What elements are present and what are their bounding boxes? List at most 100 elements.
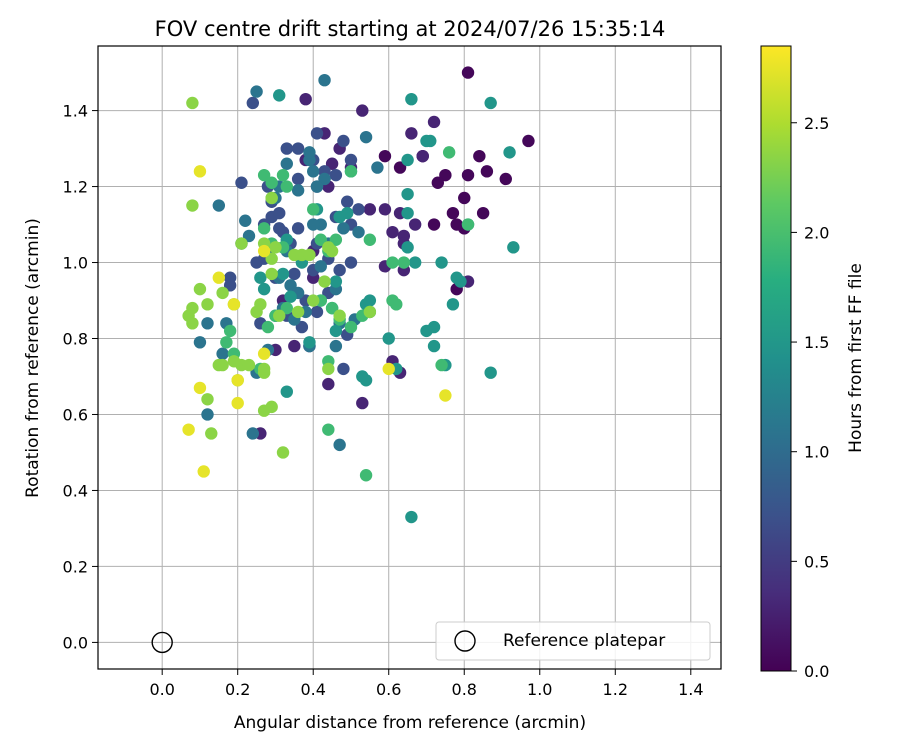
x-tick-label: 0.8 <box>452 680 477 699</box>
data-point <box>257 347 271 360</box>
data-point <box>424 134 437 148</box>
data-point <box>193 282 207 296</box>
data-point <box>242 358 256 372</box>
data-point <box>405 127 418 140</box>
data-point <box>442 146 456 159</box>
data-point <box>205 427 218 440</box>
data-point <box>273 89 286 102</box>
x-tick-label: 0.0 <box>149 680 174 699</box>
x-tick-label: 0.6 <box>376 680 401 699</box>
y-tick-label: 1.4 <box>63 102 88 121</box>
data-point <box>186 301 199 315</box>
data-point <box>291 305 305 319</box>
data-point <box>291 172 305 186</box>
data-point <box>273 222 286 235</box>
data-point <box>473 149 486 163</box>
data-point <box>216 286 229 300</box>
data-point <box>201 317 214 330</box>
data-point <box>397 256 411 269</box>
data-point <box>250 256 263 269</box>
data-point <box>276 267 290 281</box>
data-point <box>212 271 226 284</box>
data-point <box>284 290 297 303</box>
data-point <box>220 336 233 349</box>
data-point <box>250 85 263 98</box>
data-point <box>310 305 324 319</box>
y-tick-label: 1.0 <box>63 254 88 273</box>
plot-frame <box>97 45 722 670</box>
data-point <box>280 180 293 193</box>
data-point <box>201 408 214 421</box>
data-point <box>401 206 414 220</box>
data-point <box>371 161 384 174</box>
data-point <box>446 298 460 311</box>
data-point <box>329 233 343 246</box>
data-point <box>363 203 377 216</box>
x-tick-label: 1.0 <box>527 680 552 699</box>
legend-label: Reference platepar <box>503 631 665 651</box>
data-point <box>303 336 316 349</box>
reference-point-marker <box>151 631 173 654</box>
data-point <box>291 142 305 155</box>
data-point <box>333 263 346 277</box>
data-point <box>344 256 358 269</box>
data-point <box>276 168 290 182</box>
data-point <box>303 146 316 159</box>
data-point <box>337 134 350 148</box>
data-point <box>265 252 278 265</box>
data-point <box>405 510 418 524</box>
data-point <box>201 393 214 406</box>
data-point <box>439 168 452 182</box>
data-point <box>310 180 324 193</box>
data-point <box>265 176 278 189</box>
data-point <box>359 374 373 387</box>
data-point <box>408 256 422 269</box>
data-point <box>405 92 418 106</box>
data-point <box>484 366 497 379</box>
data-point <box>239 214 252 227</box>
data-point <box>356 396 369 410</box>
data-point <box>450 271 463 284</box>
data-point <box>325 244 339 258</box>
data-point <box>227 298 241 311</box>
data-point <box>235 237 248 250</box>
y-tick-label: 1.2 <box>63 178 88 197</box>
data-point <box>235 176 248 189</box>
x-axis-label: Angular distance from reference (arcmin) <box>234 713 586 733</box>
data-point <box>386 225 399 239</box>
data-point <box>461 66 475 79</box>
data-point <box>303 248 316 262</box>
data-point <box>344 320 358 334</box>
y-tick-label: 0.6 <box>63 405 88 424</box>
data-point <box>390 298 403 311</box>
data-point <box>363 294 377 307</box>
colorbar <box>760 45 792 672</box>
data-point <box>393 161 407 174</box>
data-point <box>420 324 433 338</box>
data-point <box>257 168 271 182</box>
data-point <box>344 153 358 167</box>
data-point <box>265 191 278 205</box>
legend-box <box>435 621 711 661</box>
data-point <box>186 317 199 330</box>
data-point <box>231 374 244 387</box>
y-tick-label: 0.2 <box>63 557 88 576</box>
colorbar-tick-label: 1.0 <box>804 443 829 462</box>
data-point <box>223 279 237 292</box>
data-point <box>322 362 335 376</box>
data-point <box>341 206 354 220</box>
x-axis-ticks: 0.0 0.2 0.4 0.6 0.8 1.0 1.2 1.4 <box>149 669 704 699</box>
data-point <box>307 218 320 231</box>
data-point <box>386 256 399 269</box>
legend: Reference platepar <box>435 621 711 661</box>
data-point <box>212 199 226 212</box>
data-point <box>427 115 441 129</box>
data-point <box>257 244 271 258</box>
data-point <box>197 465 210 478</box>
colorbar-label: Hours from first FF file <box>846 263 866 453</box>
data-point <box>280 301 293 315</box>
data-point <box>427 218 441 231</box>
colorbar-tick-label: 1.5 <box>804 333 829 352</box>
data-points <box>182 66 535 524</box>
